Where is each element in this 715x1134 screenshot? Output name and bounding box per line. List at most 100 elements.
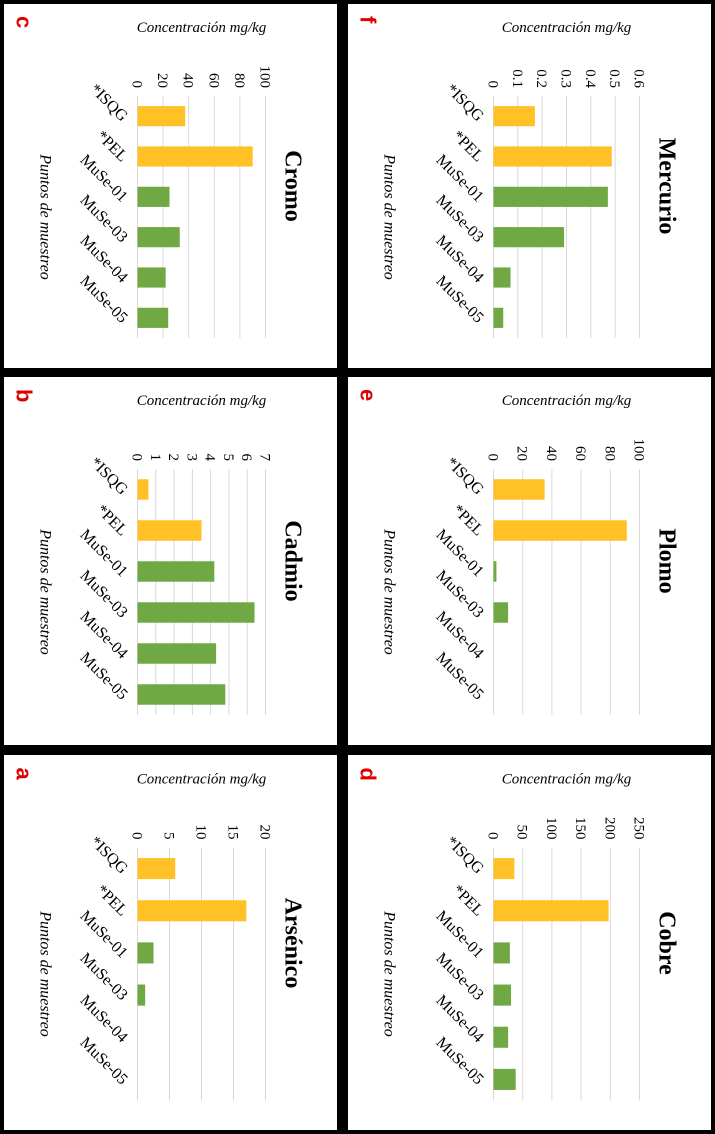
y-axis-label: Concentración mg/kg xyxy=(136,771,266,787)
x-axis-label: Puntos de muestreo xyxy=(380,910,397,1037)
bar-isqg xyxy=(493,479,545,500)
y-tick-label: 60 xyxy=(572,446,588,461)
y-tick-label: 7 xyxy=(256,454,272,462)
x-tick-label: *ISQG xyxy=(86,833,130,877)
panel-arsenico: a Arsénico 0 5 10 15 20 Concentración mg/kg *ISQ… xyxy=(4,755,337,1130)
panel-cadmio: b Cadmio 0 1 2 3 4 5 6 7 Concentración mg/kg *ISQG *… xyxy=(4,377,337,745)
y-axis-label: Concentración mg/kg xyxy=(501,393,631,409)
y-tick-label: 80 xyxy=(601,446,617,461)
y-tick-label: 10 xyxy=(192,824,208,839)
chart-title: Arsénico xyxy=(279,897,305,988)
panel-letter: a xyxy=(11,767,36,780)
bar-muse-03 xyxy=(137,602,255,623)
x-axis-label: Puntos de muestreo xyxy=(36,910,53,1037)
x-tick-label: *ISQG xyxy=(86,81,130,125)
chart-cadmio: b Cadmio 0 1 2 3 4 5 6 7 Concentración mg/kg *ISQG *… xyxy=(11,389,305,715)
chart-plomo: e Plomo 0 20 40 60 80 100 Concentración mg/kg *IS… xyxy=(355,389,679,715)
bar-muse-03 xyxy=(137,227,180,248)
chart-title: Mercurio xyxy=(653,138,679,235)
y-tick-label: 0.3 xyxy=(557,69,573,88)
bar-muse-01 xyxy=(493,941,510,963)
bar-muse-04 xyxy=(137,267,166,288)
panel-letter: c xyxy=(11,16,36,28)
y-axis-label: Concentración mg/kg xyxy=(136,20,266,36)
y-tick-label: 0 xyxy=(128,454,144,462)
bar-muse-04 xyxy=(137,643,216,664)
bar-pel xyxy=(137,899,246,921)
bar-muse-01 xyxy=(492,561,496,582)
x-tick-label: *ISQG xyxy=(442,833,486,877)
panel-letter: e xyxy=(355,389,380,401)
y-tick-label: 100 xyxy=(542,817,558,840)
y-tick-label: 2 xyxy=(165,454,181,462)
bar-muse-03 xyxy=(493,227,564,248)
y-tick-label: 0.2 xyxy=(533,69,549,88)
chart-title: Plomo xyxy=(653,528,679,593)
y-tick-label: 20 xyxy=(154,73,170,88)
y-tick-label: 80 xyxy=(230,73,246,88)
x-tick-label: *PEL xyxy=(448,881,486,919)
bar-pel xyxy=(137,146,253,167)
y-axis-label: Concentración mg/kg xyxy=(136,393,266,409)
x-tick-label: *ISQG xyxy=(86,454,130,498)
chart-title: Cobre xyxy=(653,911,679,975)
y-tick-label: 20 xyxy=(513,446,529,461)
x-tick-label: *PEL xyxy=(92,881,130,919)
bar-isqg xyxy=(137,479,148,500)
y-tick-label: 0.5 xyxy=(606,69,622,88)
bar-pel xyxy=(493,899,609,921)
chart-mercurio: f Mercurio 0 0.1 0.2 0.3 0.4 0.5 0.6 Concentració… xyxy=(355,16,679,338)
y-tick-label: 150 xyxy=(572,817,588,840)
bar-pel xyxy=(137,520,201,541)
y-tick-label: 100 xyxy=(256,66,272,89)
panel-cromo: c Cromo 0 20 40 60 80 100 Concentración mg/kg *IS… xyxy=(4,4,337,368)
y-axis-label: Concentración mg/kg xyxy=(501,20,631,36)
y-tick-label: 40 xyxy=(542,446,558,461)
x-axis-label: Puntos de muestreo xyxy=(380,153,397,280)
bar-pel xyxy=(492,520,627,541)
bar-muse-03 xyxy=(136,984,145,1006)
chart-cromo: c Cromo 0 20 40 60 80 100 Concentración mg/kg *IS… xyxy=(11,16,305,338)
y-tick-label: 0 xyxy=(484,832,500,840)
chart-cobre: d Cobre 0 50 100 150 200 250 Concentración mg/kg… xyxy=(355,767,679,1100)
x-tick-label: *PEL xyxy=(448,502,486,540)
bar-muse-05 xyxy=(137,684,225,705)
y-tick-label: 200 xyxy=(601,817,617,840)
y-tick-label: 250 xyxy=(630,817,646,840)
panel-plomo: e Plomo 0 20 40 60 80 100 Concentración mg/kg *IS… xyxy=(348,377,711,745)
y-tick-label: 0 xyxy=(484,81,500,89)
bar-muse-01 xyxy=(137,561,214,582)
x-axis-label: Puntos de muestreo xyxy=(380,528,397,655)
bar-isqg xyxy=(493,106,535,127)
bar-muse-01 xyxy=(137,186,169,207)
y-tick-label: 0 xyxy=(128,832,144,840)
bar-isqg xyxy=(136,857,175,879)
x-tick-label: *ISQG xyxy=(442,454,486,498)
chart-title: Cadmio xyxy=(279,520,305,601)
panel-cobre: d Cobre 0 50 100 150 200 250 Concentración mg/kg… xyxy=(348,755,711,1130)
bar-muse-01 xyxy=(137,941,153,963)
y-tick-label: 0.6 xyxy=(630,69,646,88)
bar-muse-05 xyxy=(493,1068,516,1090)
y-axis-label: Concentración mg/kg xyxy=(501,771,631,787)
chart-arsenico: a Arsénico 0 5 10 15 20 Concentración mg/kg *ISQ… xyxy=(11,767,305,1100)
y-tick-label: 5 xyxy=(219,454,235,462)
panel-mercurio: f Mercurio 0 0.1 0.2 0.3 0.4 0.5 0.6 Concentració… xyxy=(348,4,711,368)
y-tick-label: 20 xyxy=(256,824,272,839)
panel-letter: b xyxy=(11,389,36,402)
bar-muse-03 xyxy=(493,602,508,623)
y-tick-label: 0 xyxy=(484,454,500,462)
bar-muse-05 xyxy=(137,307,168,328)
y-tick-label: 6 xyxy=(238,454,254,462)
x-axis-label: Puntos de muestreo xyxy=(36,153,53,280)
bar-muse-03 xyxy=(493,984,511,1006)
y-tick-label: 50 xyxy=(513,824,529,839)
x-tick-label: *ISQG xyxy=(442,81,486,125)
y-tick-label: 4 xyxy=(201,454,217,462)
bar-isqg xyxy=(137,106,185,127)
panel-letter: d xyxy=(355,767,380,780)
y-tick-label: 3 xyxy=(183,454,199,462)
bar-muse-05 xyxy=(493,307,503,328)
y-tick-label: 100 xyxy=(630,439,646,462)
